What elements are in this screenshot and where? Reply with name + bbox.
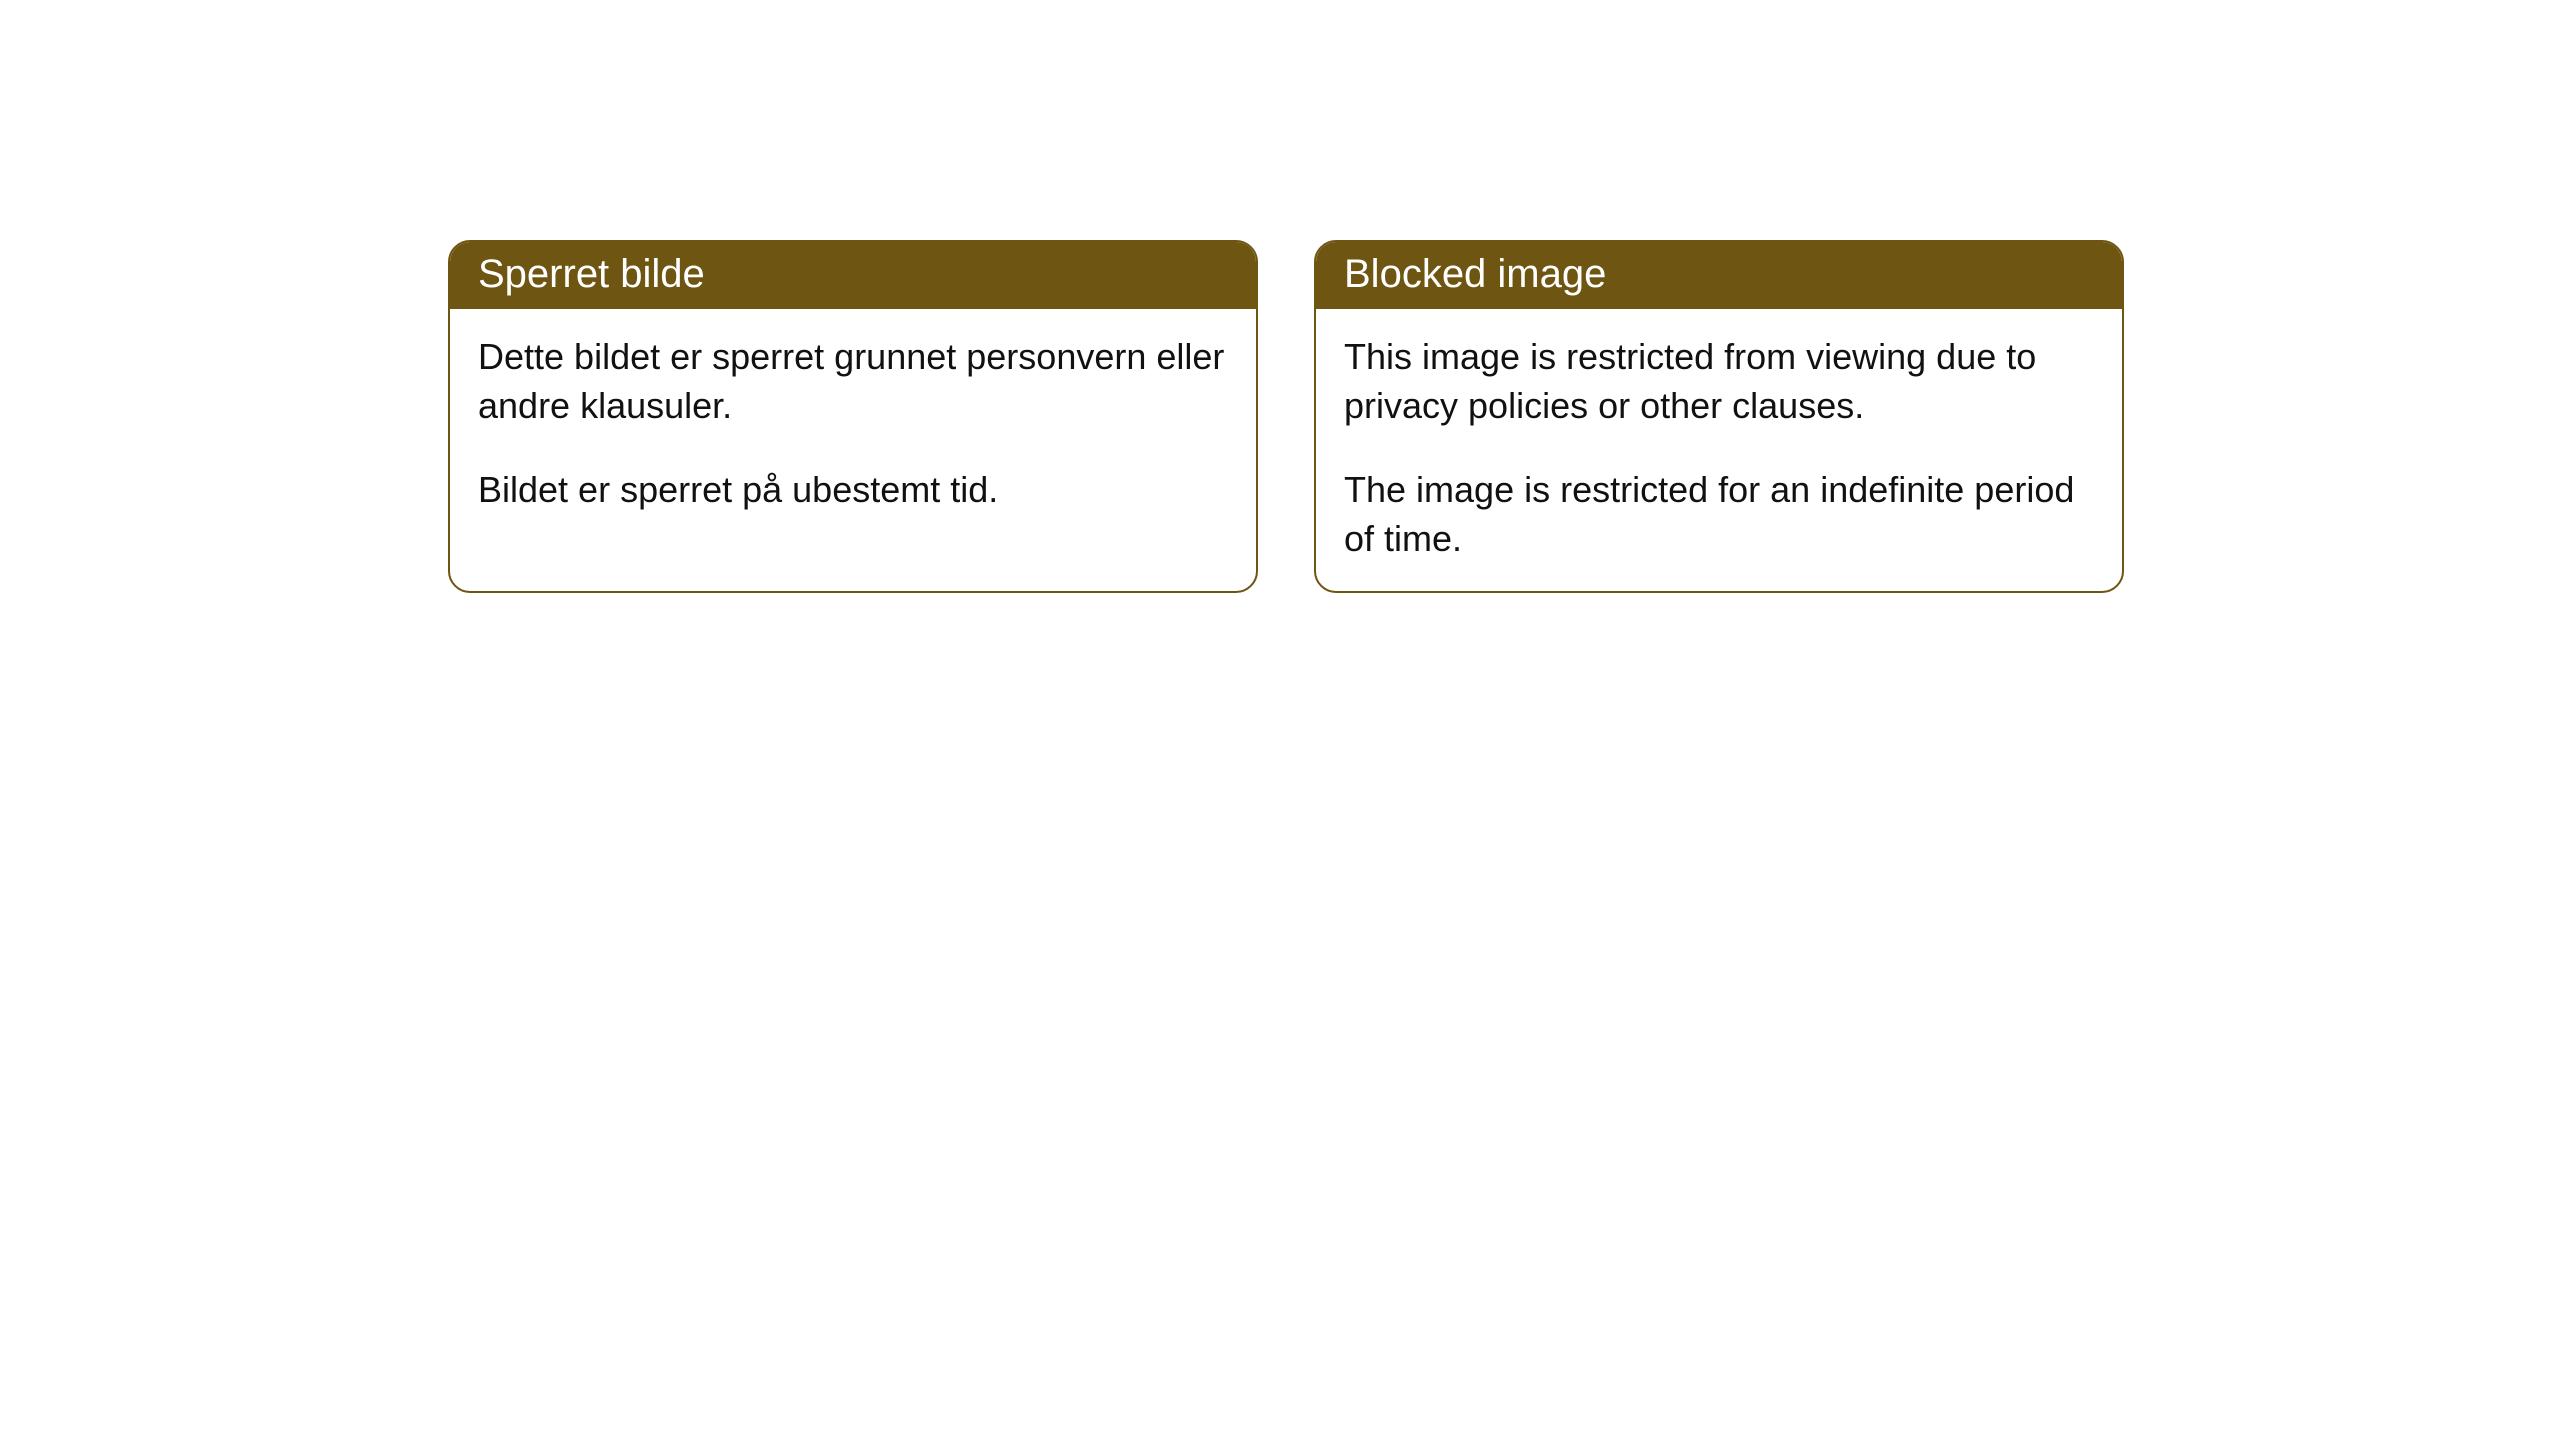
card-text-en-1: This image is restricted from viewing du… (1344, 333, 2094, 430)
card-body-no: Dette bildet er sperret grunnet personve… (450, 309, 1256, 543)
cards-container: Sperret bilde Dette bildet er sperret gr… (0, 0, 2560, 593)
blocked-image-card-en: Blocked image This image is restricted f… (1314, 240, 2124, 593)
card-header-en: Blocked image (1316, 242, 2122, 309)
card-text-no-1: Dette bildet er sperret grunnet personve… (478, 333, 1228, 430)
card-text-no-2: Bildet er sperret på ubestemt tid. (478, 466, 1228, 515)
card-text-en-2: The image is restricted for an indefinit… (1344, 466, 2094, 563)
card-body-en: This image is restricted from viewing du… (1316, 309, 2122, 591)
card-header-no: Sperret bilde (450, 242, 1256, 309)
blocked-image-card-no: Sperret bilde Dette bildet er sperret gr… (448, 240, 1258, 593)
